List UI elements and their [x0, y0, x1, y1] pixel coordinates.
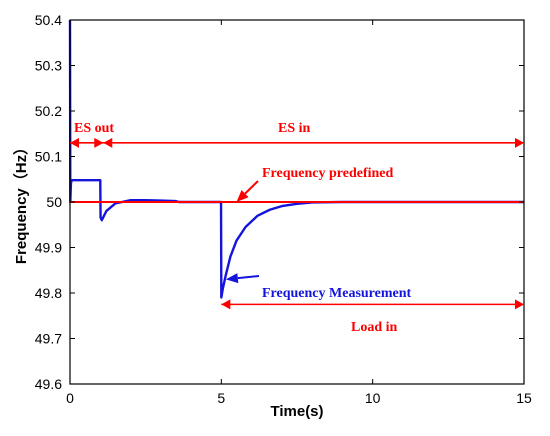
es-in-span-arrow: [103, 137, 524, 148]
y-axis-label: Frequency（Hz）: [12, 140, 30, 264]
load-in-label: Load in: [351, 320, 398, 335]
plot-content: [68, 19, 524, 299]
es-in-label: ES in: [278, 121, 311, 136]
pointer-head: [225, 273, 239, 284]
es-out-span-arrow: [70, 137, 104, 148]
es-out-label: ES out: [74, 121, 114, 136]
y-tick-label: 49.9: [35, 240, 62, 256]
pointer-line: [237, 275, 260, 280]
y-tick-label: 49.6: [35, 376, 62, 392]
arrowhead-right: [94, 137, 104, 148]
x-tick-label: 0: [66, 390, 74, 406]
arrowhead-left: [221, 299, 231, 310]
frequency-predefined-pointer-arrow: [236, 180, 259, 202]
arrowhead-left: [70, 137, 79, 148]
arrowhead-right: [515, 137, 524, 148]
y-tick-label: 50.4: [35, 12, 62, 28]
pointer-line: [244, 180, 259, 195]
annotations: ES out ES in Load in Frequency predefine…: [70, 121, 524, 335]
y-tick-label: 50.2: [35, 103, 62, 119]
frequency-predefined-label: Frequency predefined: [262, 166, 394, 181]
x-axis-label: Time(s): [270, 403, 323, 420]
x-tick-label: 5: [217, 390, 225, 406]
load-in-span-arrow: [221, 299, 524, 310]
y-axis-ticks: 49.6 49.7 49.8 49.9 50 50.1 50.2 50.3 50.4: [35, 12, 524, 392]
frequency-measurement-label: Frequency Measurement: [262, 286, 412, 301]
y-tick-label: 50.3: [35, 58, 62, 74]
x-axis-ticks: 0 5 10 15: [66, 20, 532, 406]
y-tick-label: 49.8: [35, 285, 62, 301]
frequency-measurement-pointer-arrow: [225, 273, 260, 284]
y-tick-label: 50.1: [35, 149, 62, 165]
arrowhead-left: [103, 137, 113, 148]
y-tick-label: 50: [46, 194, 62, 210]
x-tick-label: 10: [365, 390, 381, 406]
arrowhead-right: [515, 299, 524, 310]
x-tick-label: 15: [516, 390, 532, 406]
y-tick-label: 49.7: [35, 331, 62, 347]
pointer-head: [236, 190, 249, 202]
